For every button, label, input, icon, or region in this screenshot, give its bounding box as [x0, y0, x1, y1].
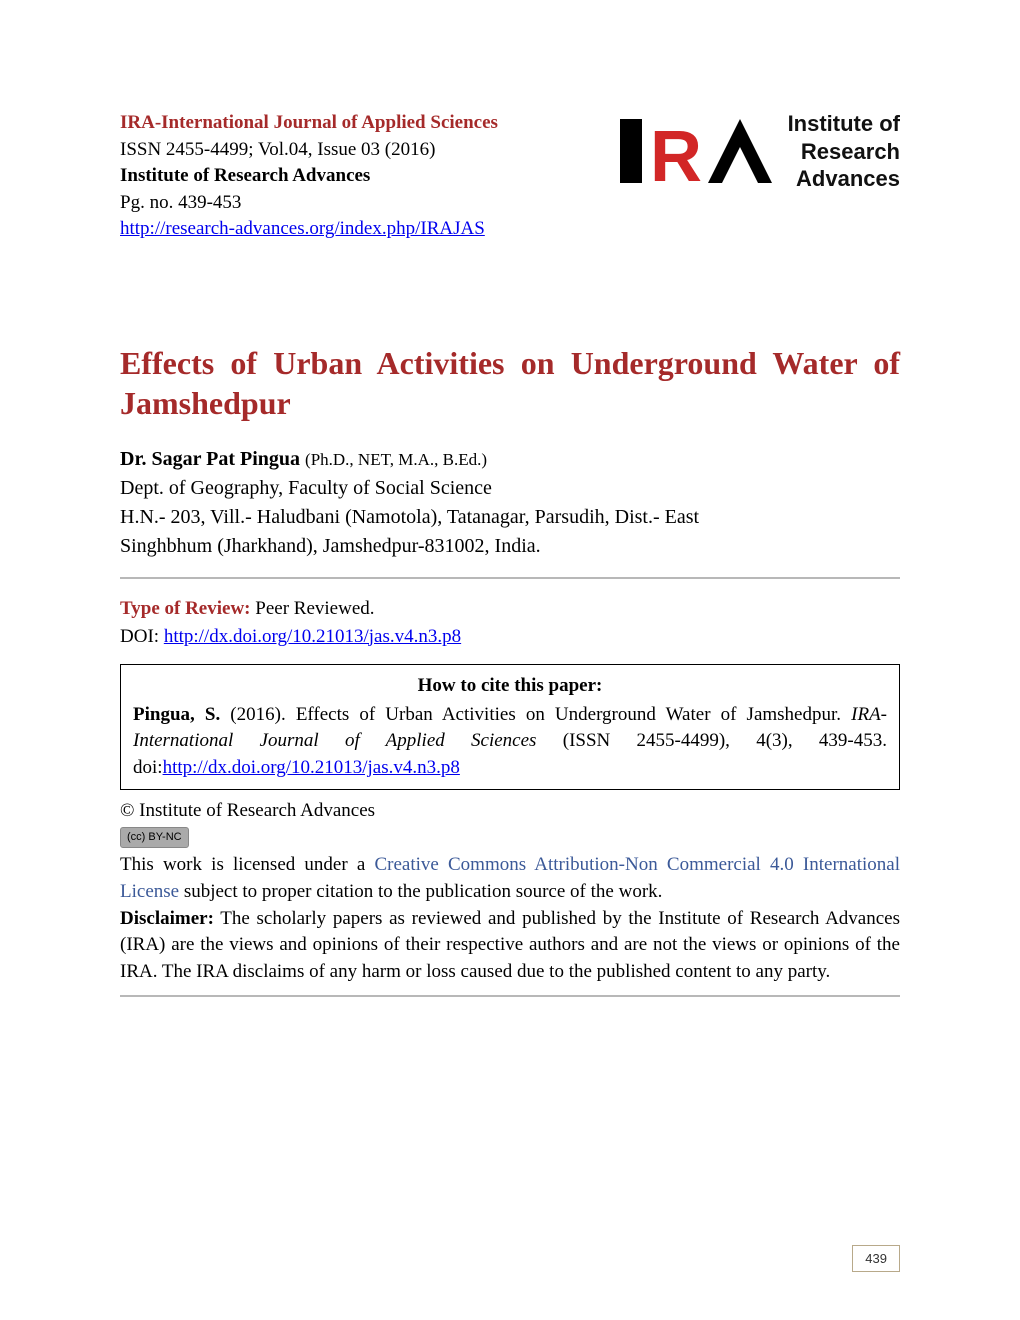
- paper-title: Effects of Urban Activities on Undergrou…: [120, 343, 900, 423]
- cite-doi-link[interactable]: http://dx.doi.org/10.21013/jas.v4.n3.p8: [163, 757, 460, 778]
- doi-label: DOI:: [120, 626, 164, 647]
- journal-url-link[interactable]: http://research-advances.org/index.php/I…: [120, 218, 485, 239]
- author-address1: H.N.- 203, Vill.- Haludbani (Namotola), …: [120, 503, 900, 532]
- review-block: Type of Review: Peer Reviewed. DOI: http…: [120, 595, 900, 650]
- journal-pages: Pg. no. 439-453: [120, 190, 498, 217]
- doi-line: DOI: http://dx.doi.org/10.21013/jas.v4.n…: [120, 623, 900, 651]
- header-row: IRA-International Journal of Applied Sci…: [120, 110, 900, 243]
- review-type-value: Peer Reviewed.: [251, 598, 375, 619]
- separator-1: [120, 577, 900, 579]
- copyright-line: © Institute of Research Advances: [120, 798, 900, 825]
- license-text-before: This work is licensed under a: [120, 854, 374, 875]
- doi-link[interactable]: http://dx.doi.org/10.21013/jas.v4.n3.p8: [164, 626, 461, 647]
- logo-text-line1: Institute of: [788, 110, 900, 138]
- journal-institute: Institute of Research Advances: [120, 163, 498, 190]
- page-number: 439: [852, 1245, 900, 1272]
- author-block: Dr. Sagar Pat Pingua (Ph.D., NET, M.A., …: [120, 445, 900, 561]
- disclaimer: Disclaimer: The scholarly papers as revi…: [120, 906, 900, 986]
- author-name: Dr. Sagar Pat Pingua: [120, 448, 300, 470]
- cc-badge-icon: (cc) BY-NC: [120, 827, 189, 848]
- license-text-after: subject to proper citation to the public…: [179, 881, 662, 902]
- ira-logo-icon: R: [620, 111, 780, 191]
- author-address2: Singhbhum (Jharkhand), Jamshedpur-831002…: [120, 532, 900, 561]
- logo-text: Institute of Research Advances: [788, 110, 900, 193]
- review-line: Type of Review: Peer Reviewed.: [120, 595, 900, 623]
- logo-text-line2: Research: [788, 138, 900, 166]
- cite-author: Pingua, S.: [133, 704, 220, 725]
- journal-meta: IRA-International Journal of Applied Sci…: [120, 110, 498, 243]
- review-type-label: Type of Review:: [120, 598, 251, 619]
- cite-text1: (2016). Effects of Urban Activities on U…: [220, 704, 851, 725]
- logo-text-line3: Advances: [788, 165, 900, 193]
- author-dept: Dept. of Geography, Faculty of Social Sc…: [120, 474, 900, 503]
- disclaimer-label: Disclaimer:: [120, 908, 214, 929]
- disclaimer-text: The scholarly papers as reviewed and pub…: [120, 908, 900, 982]
- logo-block: R Institute of Research Advances: [620, 110, 900, 193]
- cite-box: How to cite this paper: Pingua, S. (2016…: [120, 664, 900, 790]
- svg-text:R: R: [650, 117, 702, 191]
- separator-2: [120, 995, 900, 997]
- license-text: This work is licensed under a Creative C…: [120, 852, 900, 905]
- author-qualifications: (Ph.D., NET, M.A., B.Ed.): [305, 450, 487, 469]
- journal-issn: ISSN 2455-4499; Vol.04, Issue 03 (2016): [120, 137, 498, 164]
- cite-body: Pingua, S. (2016). Effects of Urban Acti…: [133, 702, 887, 782]
- cite-heading: How to cite this paper:: [133, 673, 887, 700]
- license-block: © Institute of Research Advances (cc) BY…: [120, 798, 900, 985]
- author-line: Dr. Sagar Pat Pingua (Ph.D., NET, M.A., …: [120, 445, 900, 474]
- journal-title: IRA-International Journal of Applied Sci…: [120, 110, 498, 137]
